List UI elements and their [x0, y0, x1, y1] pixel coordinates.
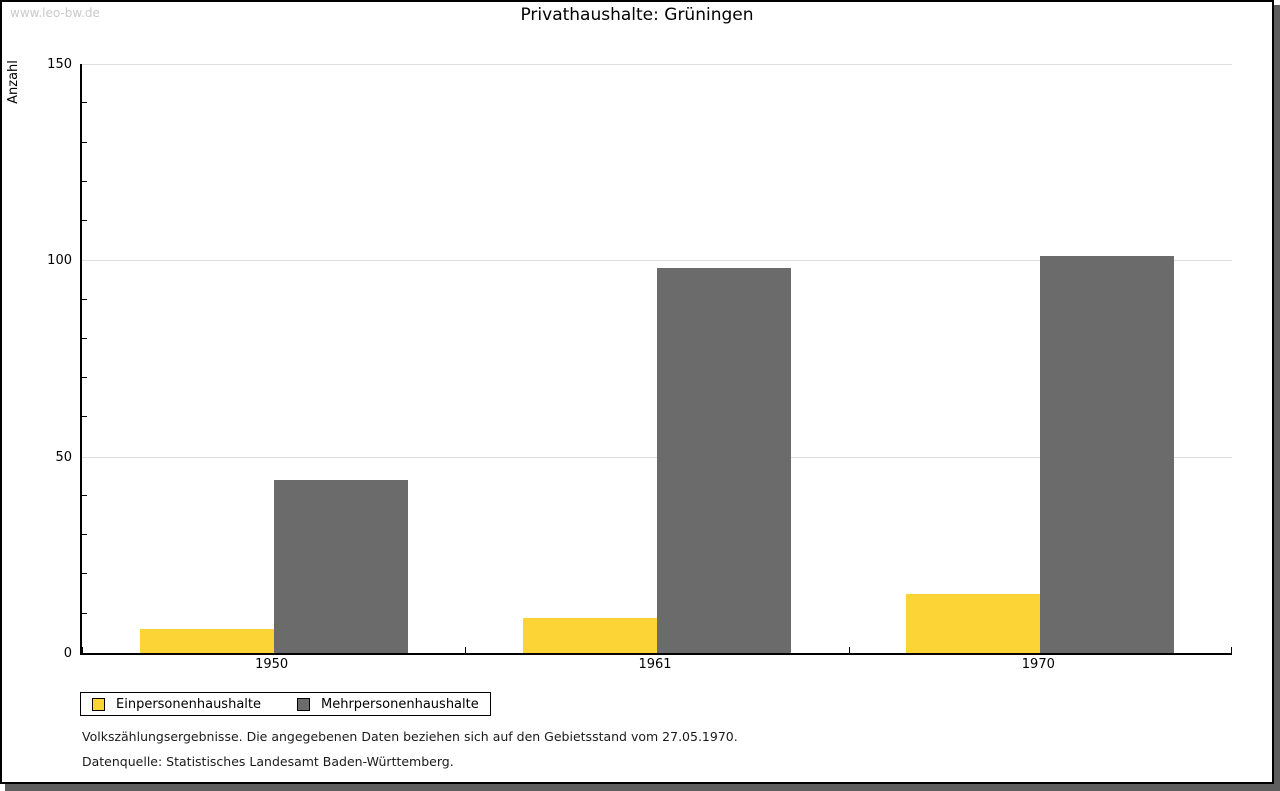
legend-label-einpersonenhaushalte: Einpersonenhaushalte [116, 696, 261, 712]
x-tick-label-1950: 1950 [255, 657, 289, 672]
y-minor-tick-90 [82, 298, 87, 300]
chart-title: Privathaushalte: Grüningen [520, 5, 754, 25]
y-minor-tick-140 [82, 102, 87, 104]
legend: Einpersonenhaushalte Mehrpersonenhaushal… [80, 692, 491, 716]
card-drop-shadow-bottom [5, 784, 1275, 791]
bar-einpersonenhaushalte-1970 [906, 594, 1041, 653]
x-tick-label-1961: 1961 [638, 657, 672, 672]
x-group-tick-2 [848, 647, 850, 653]
legend-swatch-einpersonenhaushalte [92, 697, 105, 711]
gridline-y-100 [82, 260, 1232, 262]
y-minor-tick-10 [82, 612, 87, 614]
y-minor-tick-130 [82, 141, 87, 143]
y-tick-label-0: 0 [63, 646, 72, 661]
legend-item-mehrpersonenhaushalte: Mehrpersonenhaushalte [297, 697, 479, 712]
bar-einpersonenhaushalte-1961 [523, 617, 657, 653]
gridline-y-150 [82, 64, 1232, 65]
bar-mehrpersonenhaushalte-1950 [273, 480, 408, 653]
x-group-tick-0 [82, 647, 83, 653]
x-group-tick-1 [465, 647, 467, 653]
y-minor-tick-80 [82, 337, 87, 339]
y-axis-label: Anzahl [6, 60, 21, 104]
footnote-data-source: Datenquelle: Statistisches Landesamt Bad… [82, 754, 454, 769]
y-minor-tick-60 [82, 416, 87, 418]
y-tick-label-150: 150 [47, 57, 72, 72]
y-minor-tick-20 [82, 573, 87, 575]
plot-frame [80, 64, 1232, 655]
y-tick-label-50: 50 [55, 449, 72, 465]
legend-swatch-mehrpersonenhaushalte [297, 697, 310, 711]
bar-mehrpersonenhaushalte-1970 [1040, 256, 1175, 653]
y-minor-tick-110 [82, 220, 87, 222]
y-minor-tick-120 [82, 180, 87, 182]
y-minor-tick-70 [82, 377, 87, 379]
legend-label-mehrpersonenhaushalte: Mehrpersonenhaushalte [321, 696, 479, 712]
y-minor-tick-40 [82, 494, 87, 496]
x-group-tick-3 [1231, 647, 1232, 653]
y-minor-tick-30 [82, 534, 87, 536]
bar-mehrpersonenhaushalte-1961 [657, 268, 791, 653]
y-tick-label-100: 100 [47, 253, 72, 269]
legend-item-einpersonenhaushalte: Einpersonenhaushalte [92, 697, 261, 712]
watermark: www.leo-bw.de [10, 6, 100, 20]
plot-area [82, 64, 1232, 653]
bar-einpersonenhaushalte-1950 [139, 629, 274, 653]
card-drop-shadow-right [1274, 5, 1280, 791]
footnote-source-note: Volkszählungsergebnisse. Die angegebenen… [82, 729, 738, 744]
x-tick-label-1970: 1970 [1021, 657, 1055, 672]
